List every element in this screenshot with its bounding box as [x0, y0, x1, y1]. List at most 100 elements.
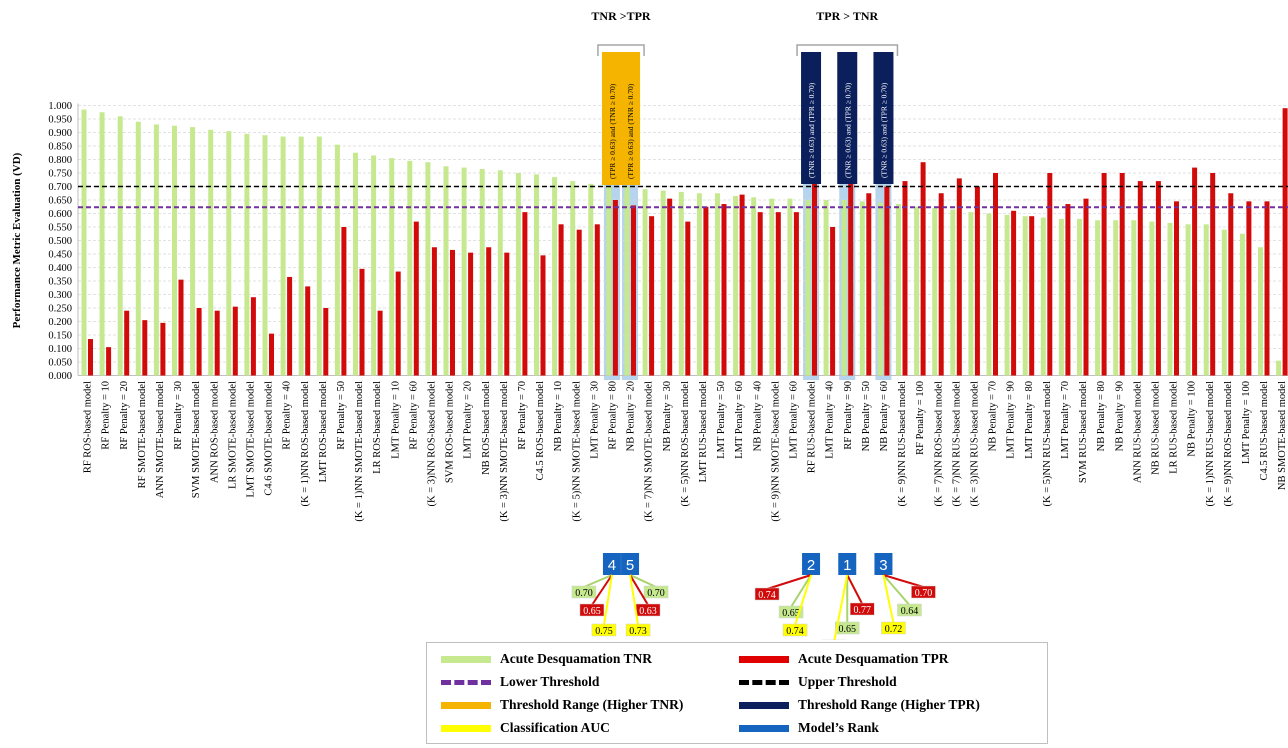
y-tick-label: 0.500 [48, 236, 72, 247]
group-bracket [796, 44, 899, 56]
tnr-callout-leader [790, 574, 812, 608]
tnr-bar [280, 136, 286, 376]
tpr-bar [1083, 198, 1089, 376]
y-tick-label: 0.850 [48, 142, 72, 153]
tpr-callout-box [850, 602, 875, 616]
tpr-bar [160, 322, 166, 376]
category-label: (K = 5)NN ROS-based model [680, 381, 691, 507]
auc-callout-leader [882, 574, 895, 624]
category-label: RF Penalty = 60 [408, 381, 419, 450]
category-label: LMT Penalty = 100 [1241, 381, 1252, 464]
tnr-bar [733, 195, 739, 376]
tpr-bar [775, 212, 781, 376]
tpr-bar [576, 229, 582, 376]
threshold-range-label: (TPR ≥ 0.63) and (TNR ≥ 0.70) [608, 83, 617, 179]
tpr-bar [486, 247, 492, 376]
category-label: ANN ROS-based model [209, 381, 220, 483]
tpr-bar [1065, 204, 1071, 376]
tpr-bar [1228, 193, 1234, 376]
tnr-bar [823, 200, 829, 376]
range-tpr-swatch [739, 701, 789, 709]
tpr-bar [341, 227, 347, 376]
tpr-bar [649, 216, 655, 376]
category-label: NB RUS-based model [1150, 381, 1161, 475]
category-label: SVM SMOTE-based model [191, 381, 202, 498]
legend-label-auc: Classification AUC [500, 720, 610, 735]
tnr-callout-box [643, 585, 669, 599]
y-tick-label: 0.950 [48, 115, 72, 126]
y-tick-label: 0.900 [48, 128, 72, 139]
lower-threshold-swatch [441, 679, 491, 685]
threshold-range-box [620, 52, 641, 185]
tnr-bar [117, 116, 123, 376]
category-label: LMT Penalty = 60 [788, 381, 799, 459]
y-tick-label: 0.250 [48, 304, 72, 315]
category-label: NB Penalty = 50 [861, 381, 872, 451]
legend-item-range-tpr: Threshold Range (Higher TPR) [739, 695, 980, 715]
category-label: LMT Penalty = 70 [1060, 381, 1071, 459]
tnr-bar [1113, 220, 1119, 376]
tpr-callout-value: 0.63 [639, 606, 657, 617]
category-label: LMT ROS-based model [318, 381, 329, 482]
tnr-bar [914, 206, 920, 376]
category-label: LR ROS-based model [372, 381, 383, 474]
y-tick-label: 0.700 [48, 182, 72, 193]
tpr-bar [1282, 108, 1288, 376]
y-axis-label: Performance Metric Evaluation (VD) [11, 152, 23, 328]
category-label: RF Penalty = 20 [119, 381, 130, 450]
tnr-bar [1040, 217, 1046, 376]
tnr-bar [244, 133, 250, 376]
rank-badge [802, 553, 821, 575]
rank-badge [838, 553, 857, 575]
tnr-bar [479, 168, 485, 376]
tnr-bar [190, 127, 196, 376]
auc-callout-leader [794, 574, 813, 626]
legend-item-upper-threshold: Upper Threshold [739, 672, 897, 692]
y-tick-label: 0.350 [48, 277, 72, 288]
tpr-callout-value: 0.74 [758, 590, 776, 601]
tpr-bar [631, 205, 636, 376]
y-tick-label: 0.800 [48, 155, 72, 166]
rank-number: 3 [879, 557, 887, 574]
legend-item-tnr: Acute Desquamation TNR [441, 649, 652, 669]
tnr-bar [334, 144, 340, 376]
tpr-bar [431, 247, 437, 376]
tnr-bar [316, 136, 322, 376]
category-label: LMT Penalty = 20 [463, 381, 474, 459]
auc-callout-leader [602, 574, 613, 626]
tpr-bar [1174, 201, 1179, 376]
y-tick-label: 0.400 [48, 263, 72, 274]
tpr-bar [1264, 201, 1270, 376]
tpr-callout-leader [883, 574, 924, 588]
tpr-bar [667, 198, 673, 376]
category-label: SVM ROS-based model [445, 381, 456, 483]
tnr-bar [1149, 221, 1155, 376]
category-label: C4.5 RUS-based model [1259, 381, 1270, 481]
tpr-bar [739, 194, 745, 376]
tnr-bar [298, 136, 304, 376]
tnr-bar [1022, 216, 1028, 376]
category-label: LMT SMOTE-based model [245, 381, 256, 498]
tpr-bar [359, 268, 365, 376]
tnr-bar [208, 129, 214, 376]
tpr-bar [88, 339, 93, 376]
tnr-bar [950, 209, 956, 376]
tpr-bar [1047, 173, 1053, 376]
category-label: NB ROS-based model [481, 381, 492, 475]
tpr-callout-value: 0.65 [583, 606, 601, 617]
tnr-swatch [441, 655, 491, 663]
category-label: RF Penalty = 90 [843, 381, 854, 450]
tnr-bar [226, 131, 232, 376]
category-label: (K = 5)NN RUS-based model [1042, 381, 1053, 507]
tnr-bar [642, 189, 648, 376]
tnr-callout-value: 0.65 [782, 608, 800, 619]
legend-item-rank: Model’s Rank [739, 718, 879, 738]
tpr-bar [902, 181, 908, 376]
tpr-bar [124, 310, 130, 376]
category-label: ANN RUS-based model [1132, 381, 1143, 483]
tnr-bar [443, 166, 449, 376]
y-tick-label: 0.650 [48, 196, 72, 207]
tnr-bar [877, 202, 883, 376]
tnr-bar [1058, 218, 1064, 376]
tnr-bar [262, 135, 268, 376]
